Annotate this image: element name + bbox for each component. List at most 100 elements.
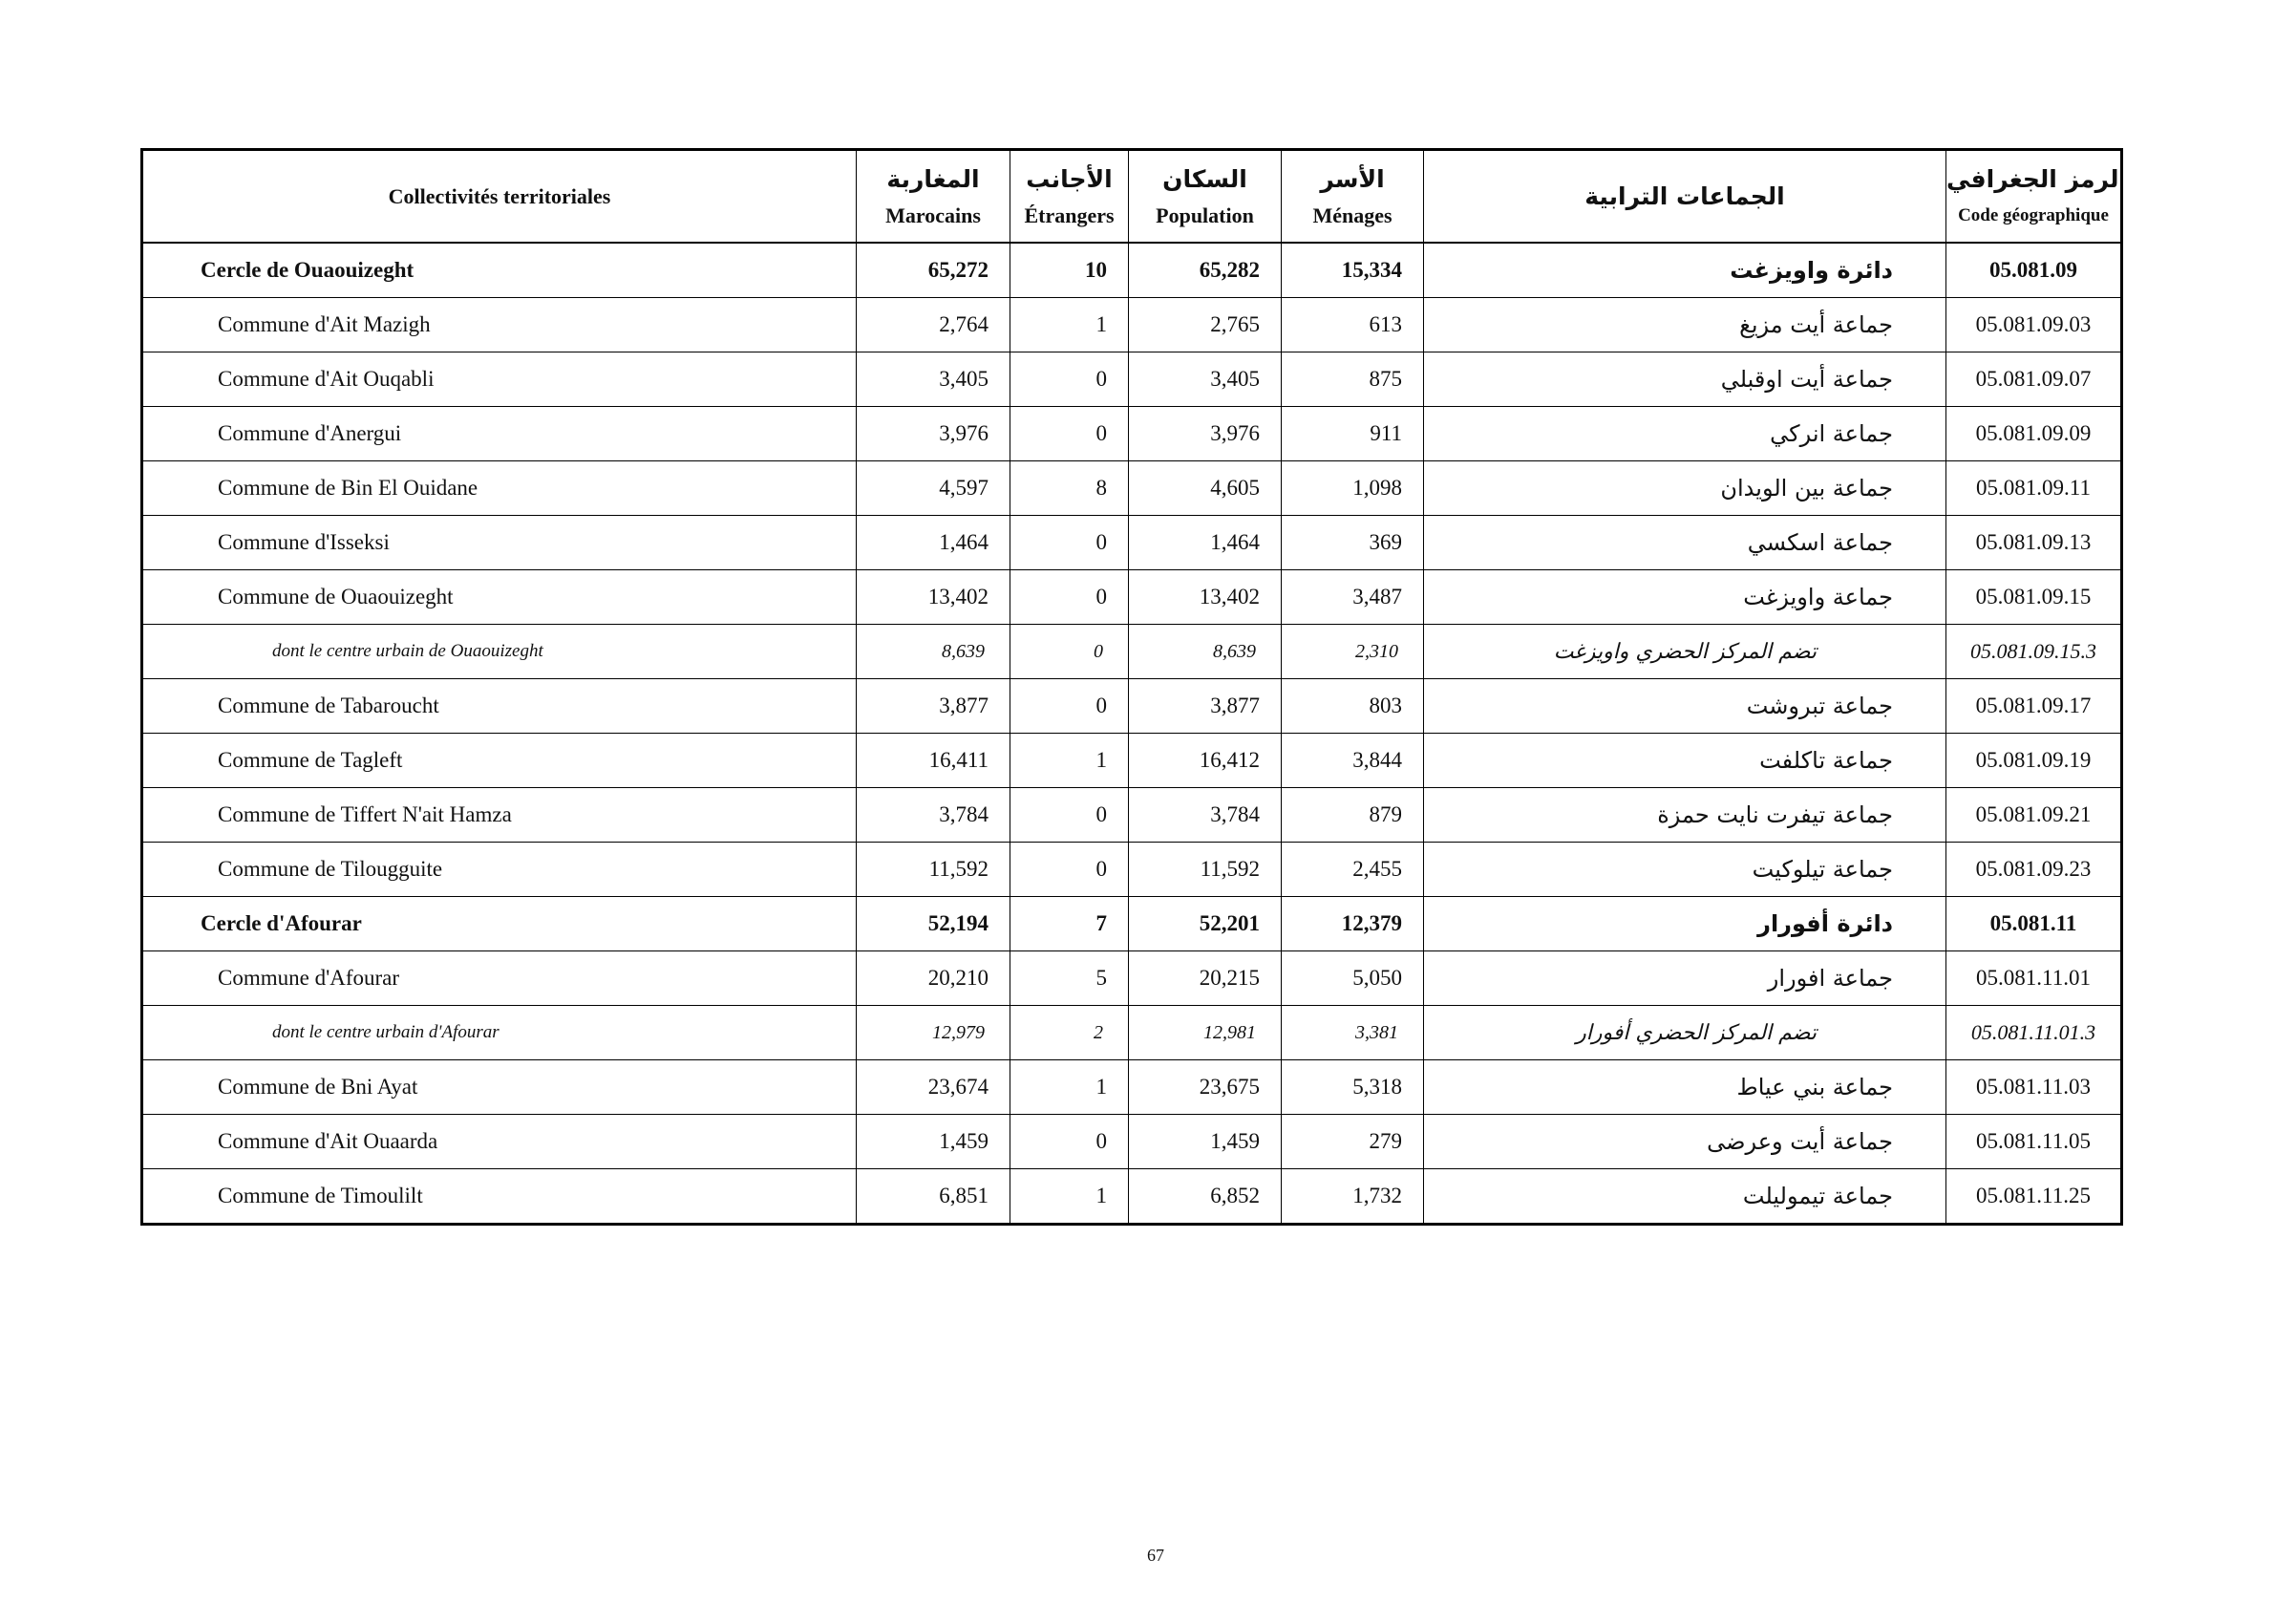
header-french: Collectivités territoriales: [388, 183, 611, 208]
marocains: 1,464: [856, 515, 1010, 570]
arabic-name: جماعة واويزغت: [1423, 569, 1946, 625]
header-french: Étrangers: [1024, 203, 1115, 227]
etrangers: 0: [1010, 787, 1129, 843]
marocains: 3,405: [856, 352, 1010, 407]
territory-name: Commune de Tabaroucht: [141, 678, 857, 734]
etrangers: 10: [1010, 242, 1129, 298]
header-cell: الأجانب Étrangers: [1010, 149, 1129, 244]
header-french: Ménages: [1312, 203, 1392, 227]
menages: 875: [1281, 352, 1424, 407]
marocains: 1,459: [856, 1114, 1010, 1169]
commune-row: Commune d'Anergui 3,976 0 3,976 911 جماعة انر…: [141, 406, 2122, 461]
population: 23,675: [1128, 1059, 1282, 1115]
header-arabic: المغاربة: [886, 164, 980, 193]
population: 3,784: [1128, 787, 1282, 843]
commune-row: Commune de Ouaouizeght 13,402 0 13,402 3,487…: [141, 569, 2122, 625]
marocains: 11,592: [856, 842, 1010, 897]
territory-name: dont le centre urbain de Ouaouizeght: [141, 624, 857, 679]
etrangers: 8: [1010, 460, 1129, 516]
geo-code: 05.081.09.07: [1945, 352, 2122, 407]
arabic-name: جماعة انركي: [1423, 406, 1946, 461]
population: 3,976: [1128, 406, 1282, 461]
marocains: 12,979: [856, 1005, 1010, 1060]
marocains: 4,597: [856, 460, 1010, 516]
centre-row: dont le centre urbain de Ouaouizeght 8,63…: [141, 624, 2122, 679]
geo-code: 05.081.09.13: [1945, 515, 2122, 570]
centre-row: dont le centre urbain d'Afourar 12,979 2 12…: [141, 1005, 2122, 1060]
territory-name: Cercle de Ouaouizeght: [141, 242, 857, 298]
territory-name: Commune de Bni Ayat: [141, 1059, 857, 1115]
marocains: 3,877: [856, 678, 1010, 734]
etrangers: 0: [1010, 515, 1129, 570]
commune-row: Commune de Bni Ayat 23,674 1 23,675 5,318 جما…: [141, 1059, 2122, 1115]
commune-row: Commune de Tabaroucht 3,877 0 3,877 803 جماعة…: [141, 678, 2122, 734]
geo-code: 05.081.09.23: [1945, 842, 2122, 897]
population: 4,605: [1128, 460, 1282, 516]
etrangers: 7: [1010, 896, 1129, 951]
population: 65,282: [1128, 242, 1282, 298]
arabic-name: جماعة بين الويدان: [1423, 460, 1946, 516]
commune-row: Commune de Timoulilt 6,851 1 6,852 1,732 جماع…: [141, 1168, 2122, 1225]
territory-name: Commune d'Isseksi: [141, 515, 857, 570]
arabic-name: جماعة أيت مزيغ: [1423, 297, 1946, 352]
etrangers: 0: [1010, 678, 1129, 734]
marocains: 16,411: [856, 733, 1010, 788]
territory-name: Commune de Tilougguite: [141, 842, 857, 897]
header-cell: الرمز الجغرافي Code géographique: [1945, 149, 2122, 244]
marocains: 23,674: [856, 1059, 1010, 1115]
population: 1,459: [1128, 1114, 1282, 1169]
menages: 12,379: [1281, 896, 1424, 951]
marocains: 65,272: [856, 242, 1010, 298]
territory-name: Commune d'Afourar: [141, 950, 857, 1006]
population: 11,592: [1128, 842, 1282, 897]
cercle-row: Cercle d'Afourar 52,194 7 52,201 12,379 دائرة…: [141, 896, 2122, 951]
menages: 879: [1281, 787, 1424, 843]
arabic-name: جماعة تاكلفت: [1423, 733, 1946, 788]
marocains: 3,784: [856, 787, 1010, 843]
header-cell: Collectivités territoriales: [141, 149, 857, 244]
population: 52,201: [1128, 896, 1282, 951]
geo-code: 05.081.09.19: [1945, 733, 2122, 788]
territory-name: Commune d'Ait Ouaarda: [141, 1114, 857, 1169]
header-cell: السكان Population: [1128, 149, 1282, 244]
geo-code: 05.081.11.05: [1945, 1114, 2122, 1169]
population: 20,215: [1128, 950, 1282, 1006]
commune-row: Commune de Tilougguite 11,592 0 11,592 2,455…: [141, 842, 2122, 897]
header-cell: المغاربة Marocains: [856, 149, 1010, 244]
etrangers: 0: [1010, 624, 1129, 679]
table-body: Cercle de Ouaouizeght 65,272 10 65,282 15,33…: [141, 242, 2122, 1225]
menages: 3,487: [1281, 569, 1424, 625]
header-row: Collectivités territoriales المغاربة Maroc…: [141, 149, 2122, 244]
territory-name: dont le centre urbain d'Afourar: [141, 1005, 857, 1060]
menages: 1,732: [1281, 1168, 1424, 1225]
arabic-name: جماعة تبروشت: [1423, 678, 1946, 734]
cercle-row: Cercle de Ouaouizeght 65,272 10 65,282 15,33…: [141, 242, 2122, 298]
territory-name: Commune de Tagleft: [141, 733, 857, 788]
menages: 2,310: [1281, 624, 1424, 679]
etrangers: 5: [1010, 950, 1129, 1006]
commune-row: Commune d'Ait Ouqabli 3,405 0 3,405 875 جماعة…: [141, 352, 2122, 407]
header-arabic: الأجانب: [1026, 164, 1113, 193]
commune-row: Commune d'Afourar 20,210 5 20,215 5,050 جماعة…: [141, 950, 2122, 1006]
commune-row: Commune d'Ait Mazigh 2,764 1 2,765 613 جماعة …: [141, 297, 2122, 352]
geo-code: 05.081.09.15: [1945, 569, 2122, 625]
menages: 1,098: [1281, 460, 1424, 516]
etrangers: 1: [1010, 297, 1129, 352]
commune-row: Commune d'Ait Ouaarda 1,459 0 1,459 279 جماعة…: [141, 1114, 2122, 1169]
geo-code: 05.081.09.15.3: [1945, 624, 2122, 679]
marocains: 8,639: [856, 624, 1010, 679]
etrangers: 1: [1010, 1059, 1129, 1115]
commune-row: Commune d'Isseksi 1,464 0 1,464 369 جماعة اسك…: [141, 515, 2122, 570]
arabic-name: جماعة تيفرت نايت حمزة: [1423, 787, 1946, 843]
menages: 5,318: [1281, 1059, 1424, 1115]
commune-row: Commune de Tagleft 16,411 1 16,412 3,844 جماع…: [141, 733, 2122, 788]
marocains: 52,194: [856, 896, 1010, 951]
commune-row: Commune de Tiffert N'ait Hamza 3,784 0 3,78…: [141, 787, 2122, 843]
menages: 5,050: [1281, 950, 1424, 1006]
population: 13,402: [1128, 569, 1282, 625]
header-arabic: الرمز الجغرافي: [1946, 164, 2122, 193]
commune-row: Commune de Bin El Ouidane 4,597 8 4,605 1,09…: [141, 460, 2122, 516]
population: 3,877: [1128, 678, 1282, 734]
arabic-name: دائرة واويزغت: [1423, 242, 1946, 298]
menages: 803: [1281, 678, 1424, 734]
